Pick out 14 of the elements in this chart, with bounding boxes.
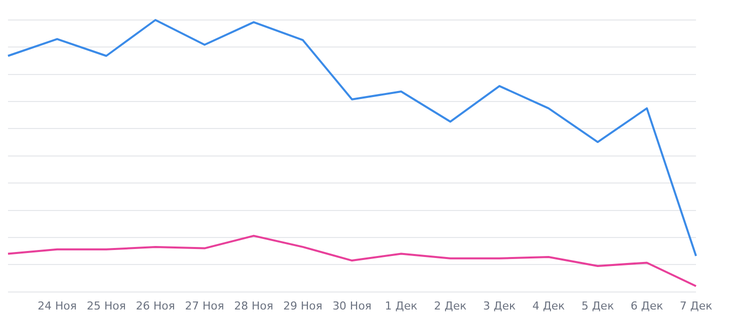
x-tick-label: 1 Дек xyxy=(384,299,418,312)
x-tick-label: 6 Дек xyxy=(630,299,664,312)
x-tick-label: 27 Ноя xyxy=(185,299,224,312)
x-tick-label: 4 Дек xyxy=(532,299,566,312)
x-tick-label: 30 Ноя xyxy=(332,299,372,312)
x-tick-label: 5 Дек xyxy=(581,299,614,312)
x-tick-label: 7 Дек xyxy=(680,299,713,312)
x-tick-label: 28 Ноя xyxy=(234,299,274,312)
x-tick-label: 24 Ноя xyxy=(38,299,77,312)
x-tick-label: 29 Ноя xyxy=(283,299,322,312)
x-tick-label: 25 Ноя xyxy=(86,299,126,312)
x-tick-label: 3 Дек xyxy=(483,299,516,312)
x-tick-label: 26 Ноя xyxy=(136,299,175,312)
x-tick-label: 2 Дек xyxy=(434,299,467,312)
